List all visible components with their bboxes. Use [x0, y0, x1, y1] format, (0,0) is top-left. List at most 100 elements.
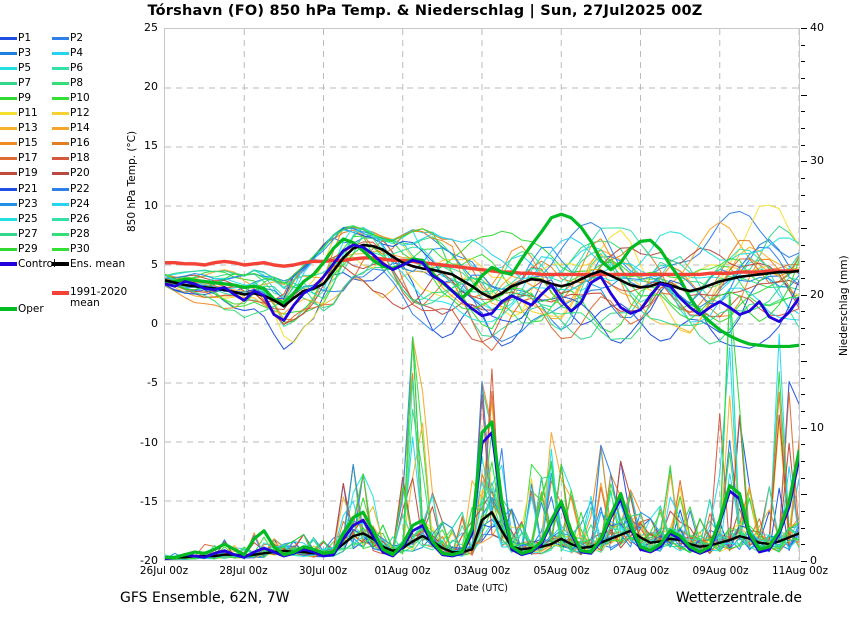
right-axis-tick: 30: [810, 154, 824, 168]
right-axis-minor-tick: [801, 294, 807, 296]
legend-item-p16[interactable]: P16: [52, 136, 90, 151]
legend-item-p13[interactable]: P13: [0, 121, 38, 136]
legend-item-p20[interactable]: P20: [52, 166, 90, 181]
legend-item-p17[interactable]: P17: [0, 151, 38, 166]
legend-swatch-icon: [0, 232, 17, 236]
legend-swatch-icon: [52, 172, 69, 176]
legend-item-p18[interactable]: P18: [52, 151, 90, 166]
legend-item-label: P12: [70, 107, 90, 120]
legend-swatch-icon: [52, 82, 69, 86]
legend-item-ensmean[interactable]: Ens. mean: [52, 257, 125, 272]
right-axis-minor-tick: [801, 411, 805, 413]
legend-item-p23[interactable]: P23: [0, 197, 38, 212]
right-axis-tick: 0: [810, 554, 817, 567]
legend-item-label: P22: [70, 182, 90, 195]
right-axis-minor-tick: [801, 427, 807, 429]
legend-item-p8[interactable]: P8: [52, 76, 83, 91]
footer-model-info: GFS Ensemble, 62N, 7W: [120, 590, 290, 606]
legend-item-p9[interactable]: P9: [0, 91, 31, 106]
legend-item-p22[interactable]: P22: [52, 182, 90, 197]
left-axis-tick: 5: [151, 257, 158, 271]
legend-swatch-icon: [0, 187, 17, 191]
legend-item-p27[interactable]: P27: [0, 227, 38, 242]
legend-item-p28[interactable]: P28: [52, 227, 90, 242]
legend-item-p10[interactable]: P10: [52, 91, 90, 106]
legend-item-p1[interactable]: P1: [0, 31, 31, 46]
legend-item-label: P2: [70, 32, 84, 44]
precipitation-series-ens-mean: [165, 511, 799, 559]
temperature-series-ens-mean: [165, 243, 799, 308]
right-axis-minor-tick: [801, 477, 805, 479]
legend-swatch-icon: [52, 112, 69, 116]
right-axis-minor-tick: [801, 177, 805, 179]
legend-swatch-icon: [0, 52, 17, 56]
page-title: Tórshavn (FO) 850 hPa Temp. & Niederschl…: [147, 3, 703, 19]
legend-item-p25[interactable]: P25: [0, 212, 38, 227]
x-axis-tick: 05Aug 00z: [533, 565, 590, 577]
legend-item-p15[interactable]: P15: [0, 136, 38, 151]
legend-item-label: P14: [70, 122, 90, 135]
legend-item-p14[interactable]: P14: [52, 121, 90, 136]
temperature-series-oper: [165, 212, 799, 349]
left-axis-tick: 10: [144, 198, 158, 212]
legend-item-label: P24: [70, 197, 90, 210]
legend-item-p2[interactable]: P2: [52, 31, 83, 46]
right-axis-minor-tick: [801, 244, 805, 246]
legend-item-climate[interactable]: 1991-2020 mean: [52, 286, 130, 308]
x-axis-tick: 09Aug 00z: [692, 565, 749, 577]
legend-swatch-icon: [52, 232, 69, 236]
right-axis-minor-tick: [801, 111, 805, 113]
right-axis-minor-tick: [801, 377, 805, 379]
left-axis-tick: 15: [144, 139, 158, 153]
right-axis-tick: 10: [810, 420, 824, 434]
legend-item-p29[interactable]: P29: [0, 242, 38, 257]
x-axis-tick: 01Aug 00z: [374, 565, 431, 577]
right-axis-minor-tick: [801, 394, 805, 396]
legend-item-label: P15: [18, 137, 38, 150]
legend-swatch-icon: [0, 142, 17, 146]
legend-item-p21[interactable]: P21: [0, 182, 38, 197]
legend-item-p12[interactable]: P12: [52, 106, 90, 121]
legend-item-label: P29: [18, 242, 38, 255]
legend-item-label: P9: [18, 92, 32, 105]
x-axis-tick: 11Aug 00z: [771, 565, 829, 577]
legend-swatch-icon: [0, 112, 17, 116]
legend-swatch-icon: [0, 157, 17, 161]
highlight-precipitation-curves: [165, 420, 799, 560]
precipitation-series-oper: [165, 420, 799, 559]
legend-item-p11[interactable]: P11: [0, 106, 38, 121]
right-axis-minor-tick: [801, 61, 805, 63]
legend-item-label: P11: [18, 107, 38, 120]
legend-swatch-icon: [52, 142, 69, 146]
legend-item-p30[interactable]: P30: [52, 242, 90, 257]
legend-item-p7[interactable]: P7: [0, 76, 31, 91]
legend-swatch-icon: [52, 97, 69, 101]
x-axis-tick: 30Jul 00z: [298, 565, 348, 577]
legend-item-label: P26: [70, 212, 90, 225]
right-axis-minor-tick: [801, 511, 805, 513]
right-axis-minor-tick: [801, 461, 805, 463]
legend-item-p4[interactable]: P4: [52, 46, 83, 61]
x-axis-tick: 26Jul 00z: [139, 565, 189, 577]
legend-item-p3[interactable]: P3: [0, 46, 31, 61]
legend-swatch-icon: [0, 262, 17, 267]
legend-item-p5[interactable]: P5: [0, 61, 31, 76]
left-axis-tick: -20: [140, 554, 158, 567]
x-axis-tick: 28Jul 00z: [219, 565, 268, 577]
legend-item-label: P27: [18, 227, 38, 240]
right-axis-minor-tick: [801, 94, 807, 96]
legend-item-oper[interactable]: Oper: [0, 302, 44, 317]
legend-item-p19[interactable]: P19: [0, 166, 38, 181]
left-axis-tick: -5: [147, 376, 158, 390]
left-axis-tick: -15: [140, 494, 158, 508]
x-axis-tick: 03Aug 00z: [453, 565, 511, 577]
legend-item-p24[interactable]: P24: [52, 197, 90, 212]
legend-item-control[interactable]: Control: [0, 257, 56, 272]
legend-item-p26[interactable]: P26: [52, 212, 90, 227]
legend-item-label: P20: [70, 167, 90, 180]
right-axis-minor-tick: [801, 527, 805, 529]
legend-swatch-icon: [0, 247, 17, 251]
legend-swatch-icon: [0, 67, 17, 71]
legend-swatch-icon: [52, 262, 69, 267]
legend-item-p6[interactable]: P6: [52, 61, 83, 76]
